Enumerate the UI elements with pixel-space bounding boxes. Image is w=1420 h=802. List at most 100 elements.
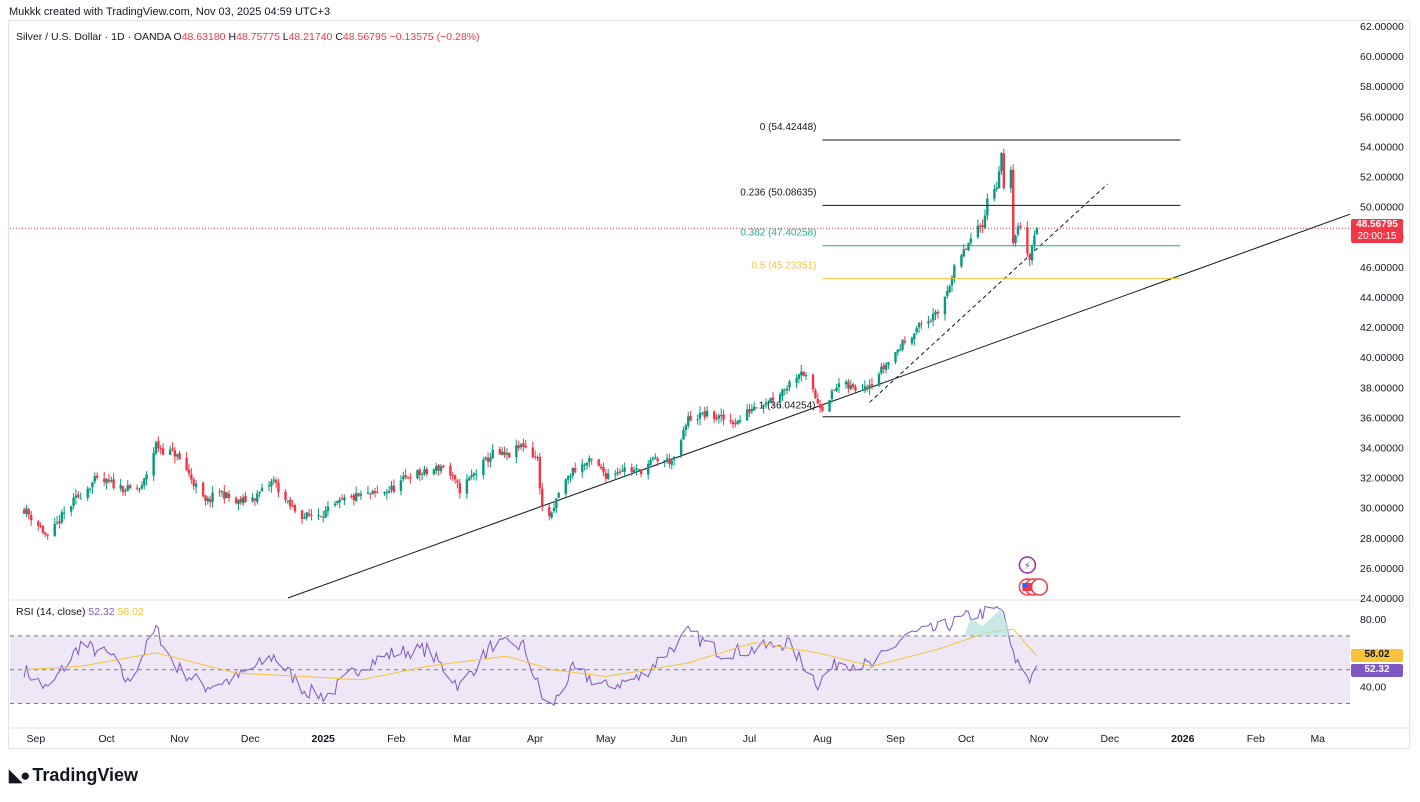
candle [399,480,403,491]
candle [77,494,80,498]
time-tick-label: Nov [1030,733,1049,745]
candle [338,499,341,503]
candle [93,476,96,482]
candle [701,412,704,414]
candle [392,485,396,492]
candle [755,407,758,409]
candle [486,457,490,462]
candle [270,481,273,487]
candle [239,498,242,503]
candle [418,469,421,475]
candle [208,499,212,502]
candle [173,450,177,457]
candle [458,483,462,494]
price-tick-label: 54.00000 [1360,141,1404,153]
candle [639,469,643,475]
candle [423,469,426,475]
candle [234,497,238,504]
fib-level-label: 0.236 (50.08635) [740,187,816,198]
candle [352,494,356,500]
rsi-line [23,605,1038,707]
high-label: H [228,31,237,43]
candle [178,453,181,460]
candle [898,349,902,351]
candle [712,411,716,420]
candle [376,491,379,493]
candle [602,467,605,473]
candle [877,374,881,386]
candle [670,460,673,465]
candle [286,500,290,502]
candle [866,386,869,388]
candle [498,449,502,455]
candle [821,406,824,411]
time-tick-label: Nov [170,733,189,745]
open-value: 48.63180 [181,31,226,43]
candle [307,513,311,516]
candle [550,512,553,518]
candle [997,171,1001,189]
candle [903,340,907,343]
tradingview-logo[interactable]: ◣● TradingView [9,765,138,786]
candle [569,476,572,478]
candle [788,381,791,388]
candle [552,507,556,512]
candle [964,249,968,251]
candle [409,477,412,479]
candle [289,499,292,507]
candle [253,498,257,501]
rsi-value: 52.32 [88,606,115,618]
candle [778,394,782,402]
candle [383,492,386,494]
candle [689,415,692,421]
candle [74,495,78,498]
candle [112,479,115,489]
candle [508,452,511,458]
candle [354,493,358,502]
rsi-legend[interactable]: RSI (14, close) 52.32 58.02 [16,606,144,618]
candle [218,491,221,493]
candle [119,484,122,489]
price-tick-label: 24.00000 [1360,593,1404,605]
candle [953,265,956,279]
candle [244,495,247,503]
candle [637,469,640,471]
candle [962,249,965,257]
candle [143,478,146,486]
candle [981,225,984,228]
candle [635,468,638,470]
candle [541,488,544,508]
candle [145,474,148,480]
candle [124,490,127,492]
candle [767,402,770,404]
candle [1026,227,1029,254]
candle [277,482,280,493]
time-tick-label: Feb [1247,733,1265,745]
candle [58,521,61,524]
time-tick-label: Aug [813,733,832,745]
candle [1033,235,1036,246]
tradingview-logo-icon: ◣● [9,765,30,785]
time-tick-label: Ma [1310,733,1325,745]
candle [1014,235,1017,243]
symbol-legend[interactable]: Silver / U.S. Dollar · 1D · OANDA O48.63… [16,31,480,43]
candle [425,469,429,475]
chart-frame [8,20,1410,749]
candle [194,483,198,488]
candle [373,491,377,493]
candle [934,311,937,315]
candle [531,447,535,458]
candle [319,515,323,517]
candle [519,444,523,448]
candle [783,389,786,391]
price-tick-label: 42.00000 [1360,322,1404,334]
candle [343,497,346,501]
candle [220,491,224,493]
candle [70,506,73,512]
symbol-name: Silver / U.S. Dollar · 1D · OANDA [16,31,171,43]
candle [291,505,294,507]
candle [305,512,308,519]
candle [465,479,469,494]
candle [835,387,838,391]
